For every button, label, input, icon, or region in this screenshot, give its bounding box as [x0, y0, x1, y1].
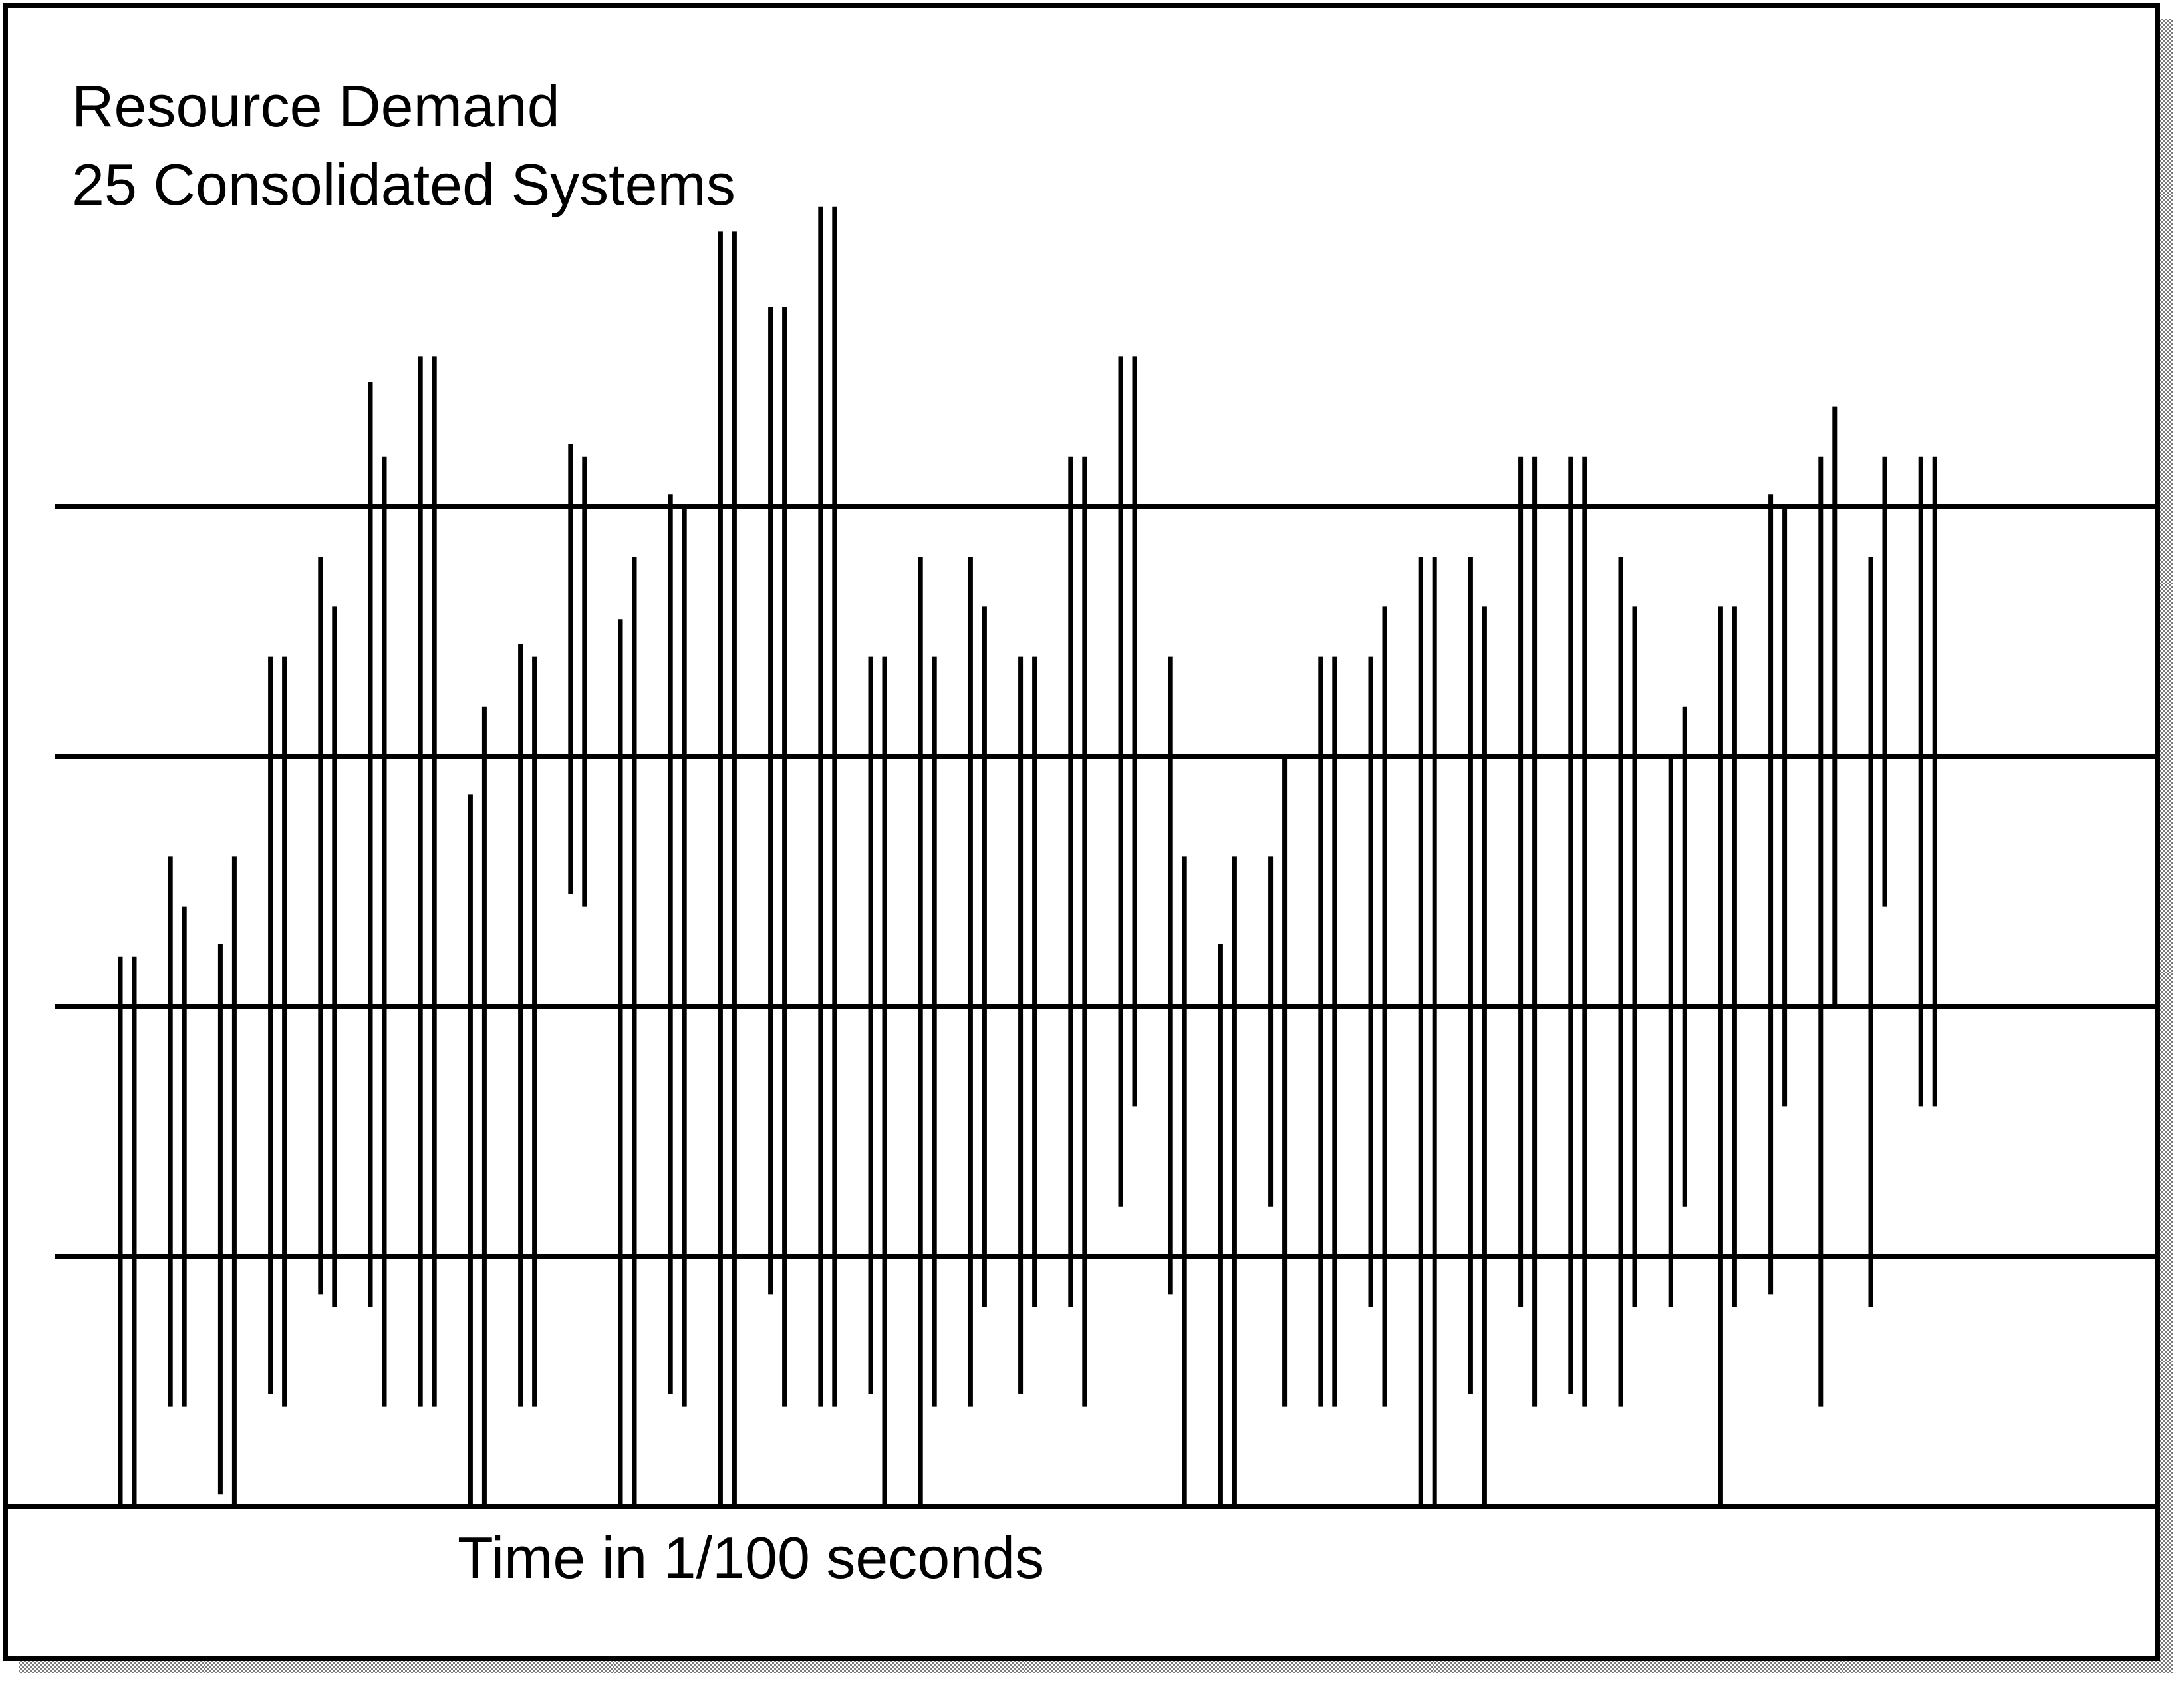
chart-frame: [3, 3, 2160, 1661]
chart-subtitle: 25 Consolidated Systems: [72, 152, 736, 217]
frame-shadow-bottom: [19, 1658, 2173, 1673]
chart-title: Resource Demand: [72, 73, 560, 139]
grid-lines: [55, 504, 2157, 1259]
x-axis-label: Time in 1/100 seconds: [458, 1525, 1044, 1591]
bars: [118, 206, 1937, 1507]
